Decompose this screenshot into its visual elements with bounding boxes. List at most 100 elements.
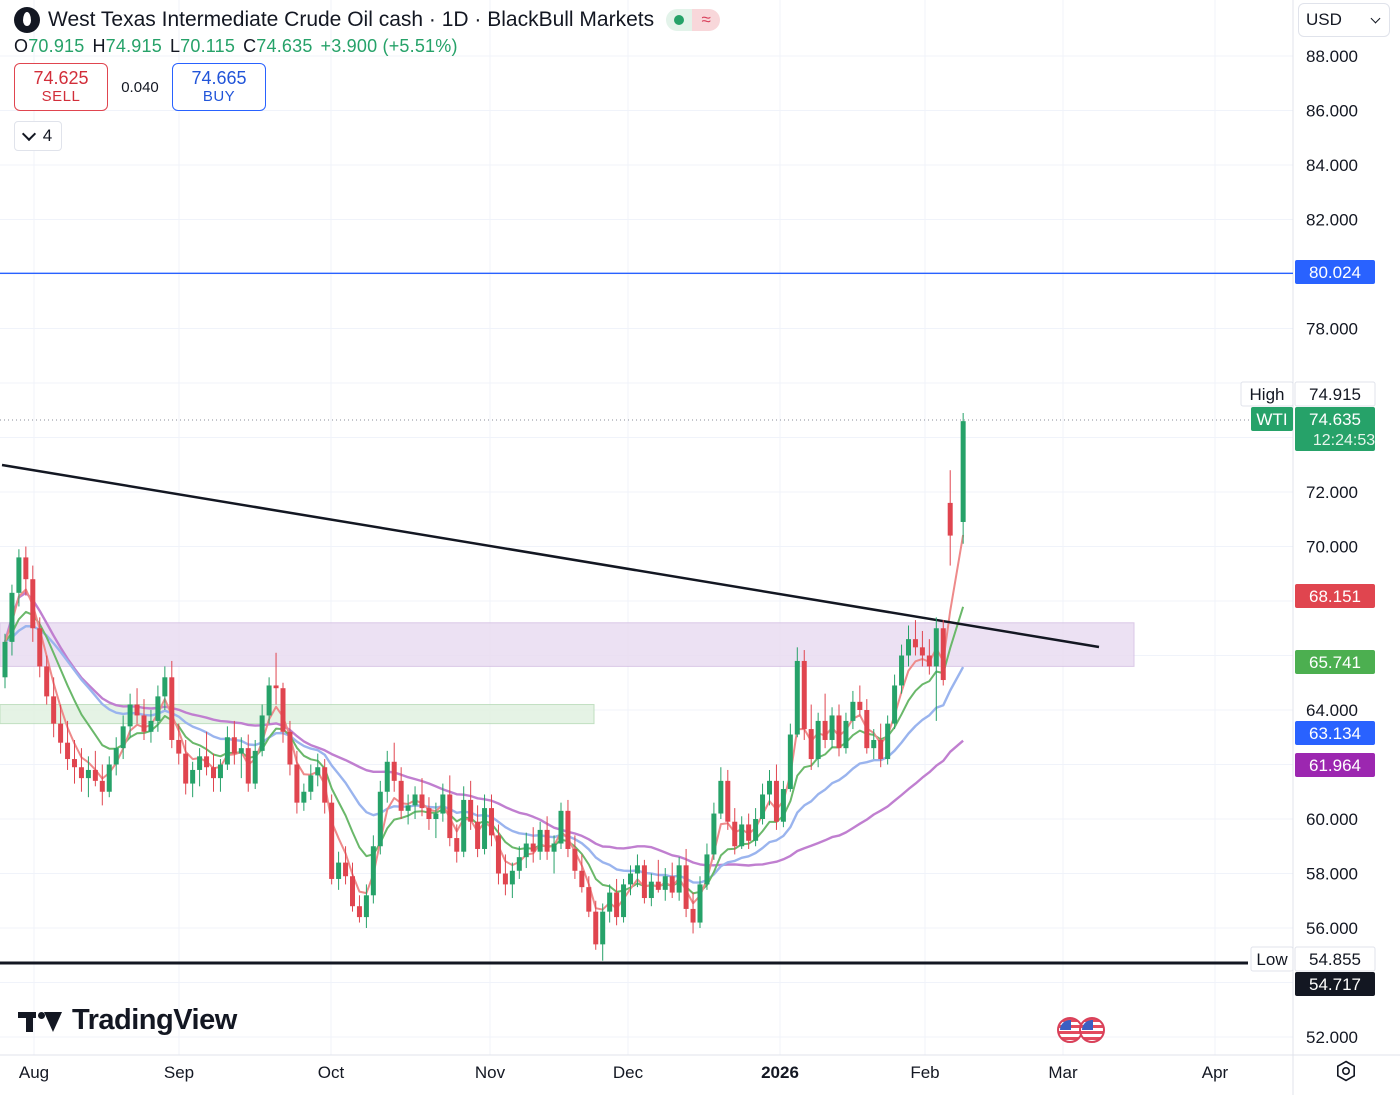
- candle-body: [912, 639, 918, 648]
- candle-body: [440, 794, 446, 814]
- candle-body: [127, 704, 133, 727]
- candle-body: [169, 677, 175, 740]
- candle-body: [502, 873, 508, 885]
- indicators-toggle-button[interactable]: 4: [14, 121, 62, 151]
- data-delay-icon: ≈: [692, 9, 721, 31]
- symbol-title[interactable]: West Texas Intermediate Crude Oil cash ·…: [48, 8, 655, 31]
- candle-body: [829, 715, 835, 740]
- sell-button[interactable]: 74.625 SELL: [14, 63, 108, 111]
- candle-body: [634, 865, 640, 874]
- candle-body: [308, 775, 314, 792]
- candle-body: [190, 769, 196, 784]
- candle-body: [294, 764, 300, 803]
- candle-body: [489, 808, 494, 836]
- price-tick-label: 60.000: [1306, 810, 1358, 829]
- indicator-count: 4: [42, 126, 53, 145]
- candle-body: [815, 720, 821, 760]
- chart-legend: West Texas Intermediate Crude Oil cash ·…: [14, 6, 721, 151]
- price-tag-value: 80.024: [1309, 263, 1361, 282]
- price-tick-label: 56.000: [1306, 919, 1358, 938]
- candle-body: [9, 592, 15, 642]
- price-tick-label: 88.000: [1306, 47, 1358, 66]
- candle-body: [391, 761, 397, 781]
- candle-body: [808, 729, 814, 760]
- candle-body: [37, 628, 43, 667]
- us-flag-event-icon[interactable]: [1079, 1017, 1105, 1043]
- tradingview-logo[interactable]: TradingView: [18, 1004, 237, 1037]
- candle-body: [155, 696, 161, 721]
- candle-body: [579, 870, 585, 888]
- candle-body: [468, 799, 474, 822]
- candle-body: [447, 794, 453, 839]
- candle-body: [482, 808, 488, 849]
- candle-body: [419, 794, 425, 809]
- currency-select[interactable]: USD: [1298, 3, 1390, 37]
- candle-body: [217, 764, 223, 779]
- price-tick-label: 58.000: [1306, 865, 1358, 884]
- price-tag-bg: [1295, 972, 1375, 996]
- price-axis[interactable]: 52.000 56.000 58.000 60.000 64.000 70.000 72.0…: [1306, 47, 1358, 1047]
- market-status-pill[interactable]: ≈: [666, 9, 721, 31]
- candle-body: [732, 821, 738, 847]
- buy-button[interactable]: 74.665 BUY: [172, 63, 266, 111]
- tradingview-logo-icon: [18, 1008, 66, 1034]
- candle-body: [614, 892, 620, 918]
- candle-body: [516, 857, 522, 871]
- candle-body: [134, 704, 140, 716]
- buy-label: BUY: [202, 88, 236, 105]
- candle-body: [329, 802, 335, 879]
- candle-body: [2, 641, 8, 678]
- time-tick-label: Aug: [19, 1063, 49, 1082]
- candle-body: [85, 769, 91, 779]
- candle-body: [871, 739, 877, 749]
- ohlc-key: C: [243, 36, 257, 56]
- price-tick-label: 82.000: [1306, 211, 1358, 230]
- candle-body: [753, 819, 759, 841]
- candle-body: [343, 862, 349, 877]
- zone-purple: [0, 622, 1135, 667]
- candle-body: [669, 876, 675, 893]
- candle-body: [739, 824, 745, 847]
- price-tick-label: 78.000: [1306, 320, 1358, 339]
- candle-body: [183, 753, 189, 784]
- ohlc-value: 70.115: [180, 36, 236, 56]
- candle-body: [641, 865, 647, 899]
- time-axis[interactable]: Aug Sep Oct Nov Dec 2026 Feb Mar Apr: [19, 1063, 1229, 1082]
- candle-body: [405, 805, 411, 811]
- symbol-title-row: West Texas Intermediate Crude Oil cash ·…: [14, 6, 721, 34]
- candle-body: [30, 579, 36, 629]
- candle-body: [960, 421, 966, 522]
- time-tick-label: 2026: [761, 1063, 799, 1082]
- candle-body: [523, 843, 529, 858]
- candle-body: [725, 780, 731, 822]
- candle-body: [433, 813, 439, 819]
- trade-panel: 74.625 SELL 0.040 74.665 BUY: [14, 63, 720, 111]
- candle-body: [919, 647, 925, 656]
- candle-body: [537, 829, 543, 852]
- currency-value: USD: [1306, 10, 1342, 29]
- candle-body: [801, 660, 807, 730]
- ohlc-key: L: [169, 36, 181, 56]
- market-open-icon: [666, 9, 693, 31]
- trendline: [1, 463, 1100, 649]
- time-tick-label: Mar: [1048, 1063, 1078, 1082]
- candle-body: [495, 835, 501, 874]
- candle-body: [120, 726, 126, 749]
- price-tag-bg: [1295, 260, 1375, 284]
- candle-body: [509, 870, 515, 885]
- candle-body: [204, 756, 210, 768]
- candle-body: [836, 715, 842, 749]
- candle-body: [259, 715, 265, 751]
- candle-body: [683, 865, 689, 909]
- settings-gear-icon[interactable]: [1335, 1060, 1357, 1082]
- candle-body: [44, 666, 50, 697]
- candle-body: [322, 767, 328, 803]
- us-flag-event-icon[interactable]: [1057, 1017, 1083, 1043]
- candle-body: [370, 846, 376, 896]
- candle-body: [65, 742, 71, 760]
- candle-body: [857, 701, 863, 710]
- candle-body: [92, 769, 98, 781]
- candle-body: [16, 557, 22, 593]
